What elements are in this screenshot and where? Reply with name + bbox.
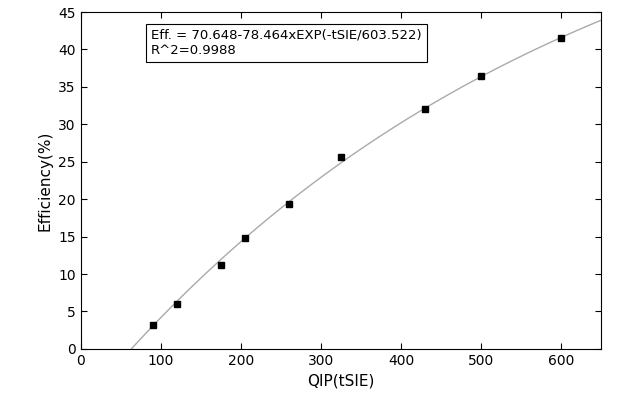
Y-axis label: Efficiency(%): Efficiency(%) xyxy=(38,130,53,231)
Text: Eff. = 70.648-78.464xEXP(-tSIE/603.522)
R^2=0.9988: Eff. = 70.648-78.464xEXP(-tSIE/603.522) … xyxy=(151,29,422,57)
X-axis label: QIP(tSIE): QIP(tSIE) xyxy=(308,373,374,388)
